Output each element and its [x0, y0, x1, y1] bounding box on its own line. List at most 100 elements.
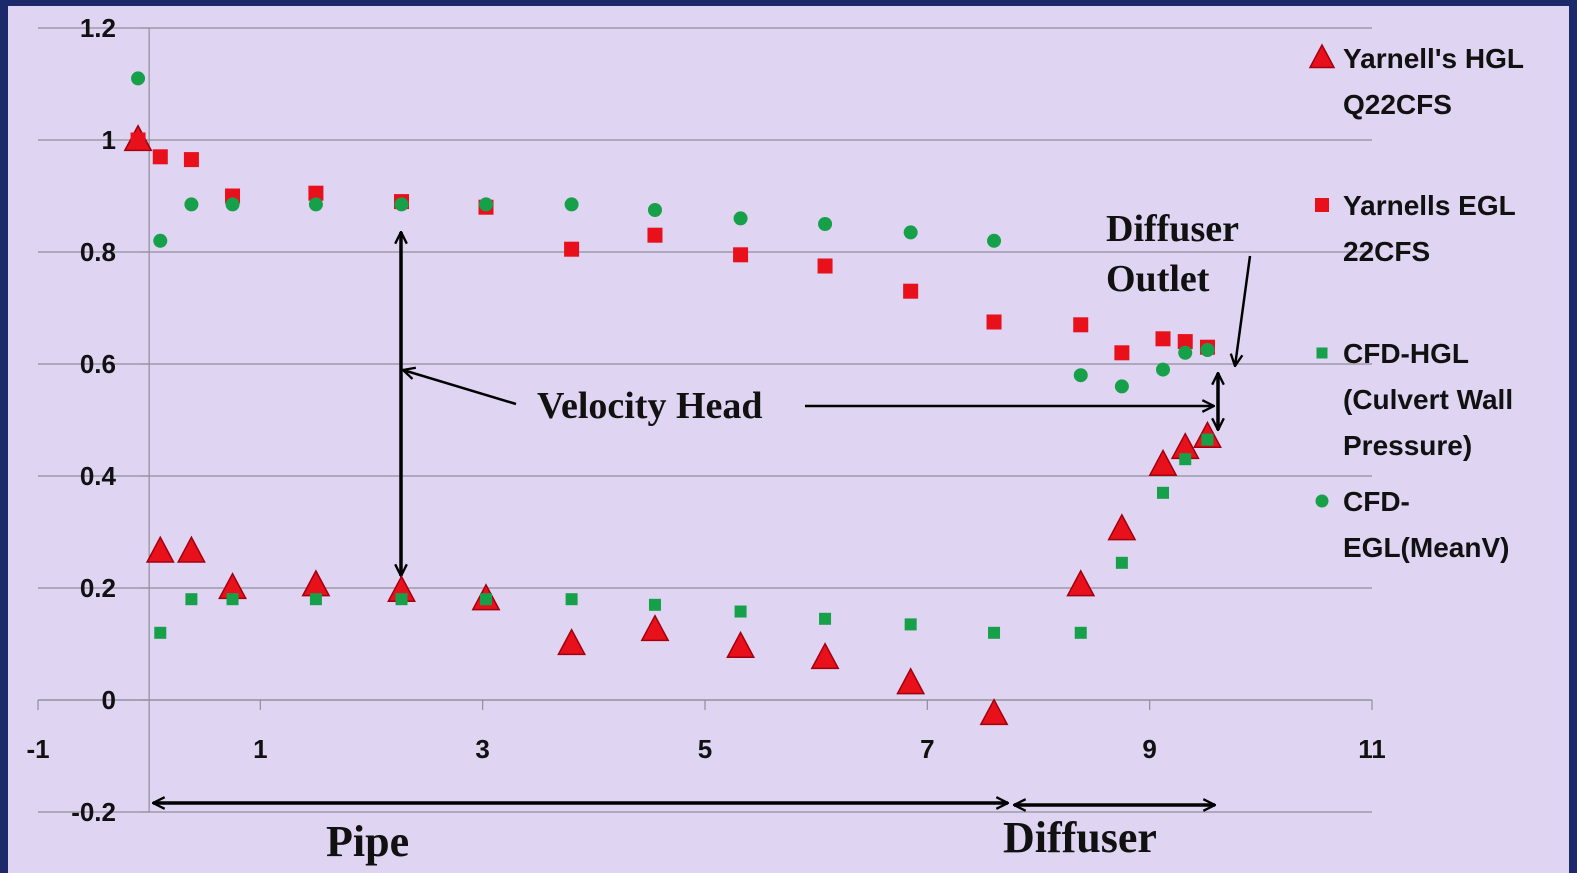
data-point — [903, 225, 918, 240]
data-point — [301, 569, 331, 597]
data-point — [185, 593, 198, 606]
legend-label: Pressure) — [1343, 430, 1472, 461]
data-point — [986, 314, 1002, 330]
data-point — [1073, 368, 1088, 383]
data-point — [648, 598, 661, 611]
x-tick-label: 5 — [698, 734, 712, 764]
legend-label: Q22CFS — [1343, 89, 1452, 120]
legend-marker — [1315, 198, 1329, 212]
data-point — [987, 233, 1002, 248]
legend-label: 22CFS — [1343, 236, 1430, 267]
tick-labels: -1 1 3 5 7 9 11 -0.2 0 0.2 0.4 0.6 0.8 1 1.2 — [26, 13, 1385, 827]
y-tick-label: 0.8 — [80, 237, 116, 267]
legend-label: (Culvert Wall — [1343, 384, 1513, 415]
data-point — [1200, 343, 1215, 357]
diffuser-label: Diffuser — [1003, 813, 1157, 862]
data-point — [1115, 556, 1128, 569]
x-tick-label: -1 — [26, 734, 49, 764]
pipe-label: Pipe — [326, 817, 409, 866]
data-point — [1107, 513, 1137, 541]
data-point — [988, 626, 1001, 639]
data-point — [979, 698, 1009, 726]
legend-item-4: CFD- EGL(MeanV) — [1315, 486, 1509, 563]
data-point — [647, 227, 663, 243]
data-point — [131, 71, 146, 86]
data-point — [810, 642, 840, 670]
data-point — [154, 626, 167, 639]
data-point — [394, 197, 409, 212]
data-point — [1179, 453, 1192, 466]
data-point — [308, 185, 324, 201]
data-point — [183, 152, 199, 168]
legend-label: EGL(MeanV) — [1343, 532, 1509, 563]
data-point — [479, 197, 494, 212]
data-point — [395, 593, 408, 606]
annotation-arrows — [153, 232, 1252, 805]
data-point — [1156, 362, 1171, 377]
velocity-head-pointer-left — [403, 370, 517, 406]
x-tick-label: 3 — [475, 734, 489, 764]
data-point — [176, 535, 206, 563]
data-point — [130, 132, 146, 148]
series-3 — [154, 433, 1214, 639]
x-tick-label: 11 — [1358, 734, 1386, 764]
data-point — [1178, 345, 1193, 360]
velocity-head-label: Velocity Head — [537, 385, 763, 427]
series-2 — [130, 132, 1215, 361]
data-point — [1066, 569, 1096, 597]
diffuser-outlet-pointer — [1235, 255, 1252, 366]
legend-marker — [1316, 347, 1328, 359]
y-tick-label: 1.2 — [80, 13, 116, 43]
data-point — [1114, 379, 1129, 394]
chart-panel — [8, 6, 1569, 873]
data-point — [226, 593, 239, 606]
y-tick-label: 0 — [102, 685, 116, 715]
legend-item-2: Yarnells EGL 22CFS — [1315, 190, 1516, 267]
data-point — [153, 233, 168, 248]
axes — [37, 27, 1373, 813]
data-point — [1073, 317, 1089, 333]
data-point — [564, 241, 580, 257]
legend-item-1: Yarnell's HGL Q22CFS — [1308, 43, 1524, 120]
y-tick-label: 0.2 — [80, 573, 116, 603]
legend-label: Yarnells EGL — [1343, 190, 1516, 221]
data-point — [308, 197, 323, 212]
data-point — [1201, 433, 1214, 446]
data-point — [818, 217, 833, 231]
x-tick-label: 1 — [253, 734, 267, 764]
legend-label: CFD- — [1343, 486, 1410, 517]
data-point — [1177, 334, 1193, 350]
y-tick-label: 1 — [102, 125, 116, 155]
data-point — [647, 203, 662, 217]
legend-marker — [1308, 43, 1336, 69]
data-point — [726, 630, 756, 658]
diffuser-outlet-label-line2: Outlet — [1106, 258, 1210, 300]
data-point — [733, 211, 748, 226]
data-point — [903, 283, 919, 299]
data-point — [557, 628, 587, 656]
diffuser-outlet-label-line1: Diffuser — [1106, 208, 1239, 250]
x-tick-label: 7 — [920, 734, 934, 764]
gridlines — [38, 27, 1372, 813]
data-point — [734, 605, 747, 618]
y-tick-label: -0.2 — [71, 797, 116, 827]
legend: Yarnell's HGL Q22CFS Yarnells EGL 22CFS CFD-… — [1308, 43, 1524, 563]
data-point — [640, 614, 670, 642]
data-point — [1114, 345, 1130, 361]
y-tick-label: 0.4 — [80, 461, 117, 491]
legend-item-3: CFD-HGL (Culvert Wall Pressure) — [1316, 338, 1513, 461]
data-point — [819, 612, 832, 625]
data-point — [1074, 626, 1087, 639]
data-point — [564, 197, 579, 212]
data-point — [904, 618, 917, 631]
data-point — [1155, 331, 1171, 347]
data-point — [145, 535, 175, 563]
data-point — [896, 667, 926, 695]
y-tick-label: 0.6 — [80, 349, 116, 379]
data-point — [184, 197, 199, 212]
data-point — [225, 197, 240, 212]
data-point — [480, 593, 493, 606]
data-point — [733, 247, 749, 263]
